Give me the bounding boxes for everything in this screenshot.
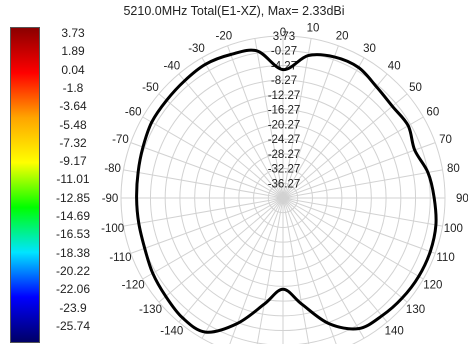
angle-label: 140	[385, 326, 404, 338]
grid-spoke	[201, 57, 284, 199]
angle-label: 110	[436, 252, 454, 264]
grid-spoke	[142, 116, 284, 199]
radial-label: -0.27	[271, 46, 297, 58]
colorbar-label: -18.38	[55, 245, 91, 260]
colorbar-label: 0.04	[61, 62, 85, 77]
series-group	[135, 48, 438, 334]
angle-label: 120	[423, 280, 442, 292]
radial-label: -16.27	[268, 105, 301, 117]
angle-label: 80	[447, 163, 460, 175]
colorbar-label: -20.22	[55, 263, 91, 278]
grid-spoke	[130, 197, 284, 254]
angle-label: 10	[307, 23, 320, 35]
angle-label: 20	[336, 30, 349, 42]
grid-spoke	[178, 197, 284, 323]
angle-label: 30	[363, 43, 376, 55]
angle-label: -90	[102, 193, 119, 205]
angle-label: -130	[139, 304, 162, 316]
grid-spoke	[282, 197, 436, 254]
radial-label: -4.27	[271, 60, 297, 72]
grid-spoke	[282, 197, 365, 339]
grid-spoke	[282, 197, 443, 227]
angle-label: 70	[439, 134, 452, 146]
radial-label: -24.27	[268, 134, 301, 146]
colorbar-label: -11.01	[56, 172, 90, 187]
angle-label: 50	[409, 82, 422, 94]
angle-label: -20	[216, 30, 233, 42]
chart-title: 5210.0MHz Total(E1-XZ), Max= 2.33dBi	[123, 4, 345, 18]
grid-spoke	[158, 93, 284, 199]
colorbar-label: -12.85	[55, 190, 91, 205]
angle-label: -110	[109, 252, 131, 264]
grid-spoke	[201, 197, 284, 339]
angle-label: 0	[280, 27, 286, 39]
grid-spoke	[282, 116, 424, 199]
grid-spoke	[282, 142, 436, 199]
grid-spoke	[282, 73, 388, 199]
polar-grid	[120, 35, 446, 344]
grid-spoke	[282, 197, 408, 303]
colorbar-label: -16.53	[55, 227, 91, 242]
angle-label: -120	[122, 280, 145, 292]
grid-spoke	[142, 197, 284, 280]
angle-label: -80	[104, 163, 121, 175]
grid-spoke	[282, 45, 339, 199]
colorbar-label: -1.8	[62, 80, 84, 95]
grid-spoke	[282, 38, 312, 199]
series-line	[135, 48, 438, 334]
angle-label: -100	[101, 223, 124, 235]
grid-spoke	[158, 197, 284, 303]
colorbar-label: -23.9	[59, 300, 87, 315]
angle-label: 90, 2	[456, 193, 468, 205]
colorbar-label: 1.89	[61, 44, 85, 59]
angle-label: -60	[125, 107, 142, 119]
colorbar-label: -3.64	[59, 99, 87, 114]
colorbar-label: -5.48	[59, 117, 87, 132]
angle-label: -30	[188, 43, 205, 55]
colorbar-label: -7.32	[59, 135, 87, 150]
colorbar-label: -9.17	[59, 154, 87, 169]
radial-label: -32.27	[268, 164, 301, 176]
grid-spoke	[282, 197, 388, 323]
grid-spoke	[282, 93, 408, 199]
angle-label: 130	[406, 304, 425, 316]
radial-label: -36.27	[268, 178, 301, 190]
grid-spoke	[178, 73, 284, 199]
radial-label: 3.73	[273, 31, 295, 43]
grid-spoke	[282, 197, 424, 280]
colorbar-label: -14.69	[55, 209, 91, 223]
colorbar-label: -25.74	[55, 318, 91, 333]
colorbar	[10, 27, 40, 343]
colorbar-label: -22.06	[55, 282, 91, 297]
grid-spoke	[254, 38, 284, 199]
grid-spoke	[123, 197, 284, 227]
angle-label: -70	[112, 134, 129, 146]
angle-label: -40	[163, 60, 180, 72]
angle-label: -140	[160, 326, 183, 338]
radial-labels: 3.73 -0.27 -4.27 -8.27 -12.27 -16.27 -20.27 -24…	[268, 31, 301, 190]
angle-label: -50	[142, 82, 159, 94]
radial-label: -12.27	[268, 90, 301, 102]
radial-label: -8.27	[271, 75, 297, 87]
grid-spoke	[282, 169, 443, 199]
grid-spoke	[130, 142, 284, 199]
grid-spoke	[282, 57, 365, 199]
angle-label: 40	[388, 60, 401, 72]
radial-label: -20.27	[268, 119, 301, 131]
angle-label: 100	[444, 223, 463, 235]
angle-label: 60	[426, 107, 439, 119]
grid-spoke	[282, 197, 310, 344]
radial-label: -28.27	[268, 149, 301, 161]
colorbar-label: 3.73	[61, 26, 85, 40]
grid-spoke	[123, 169, 284, 199]
grid-spoke	[227, 45, 284, 199]
grid-spoke	[256, 197, 284, 344]
